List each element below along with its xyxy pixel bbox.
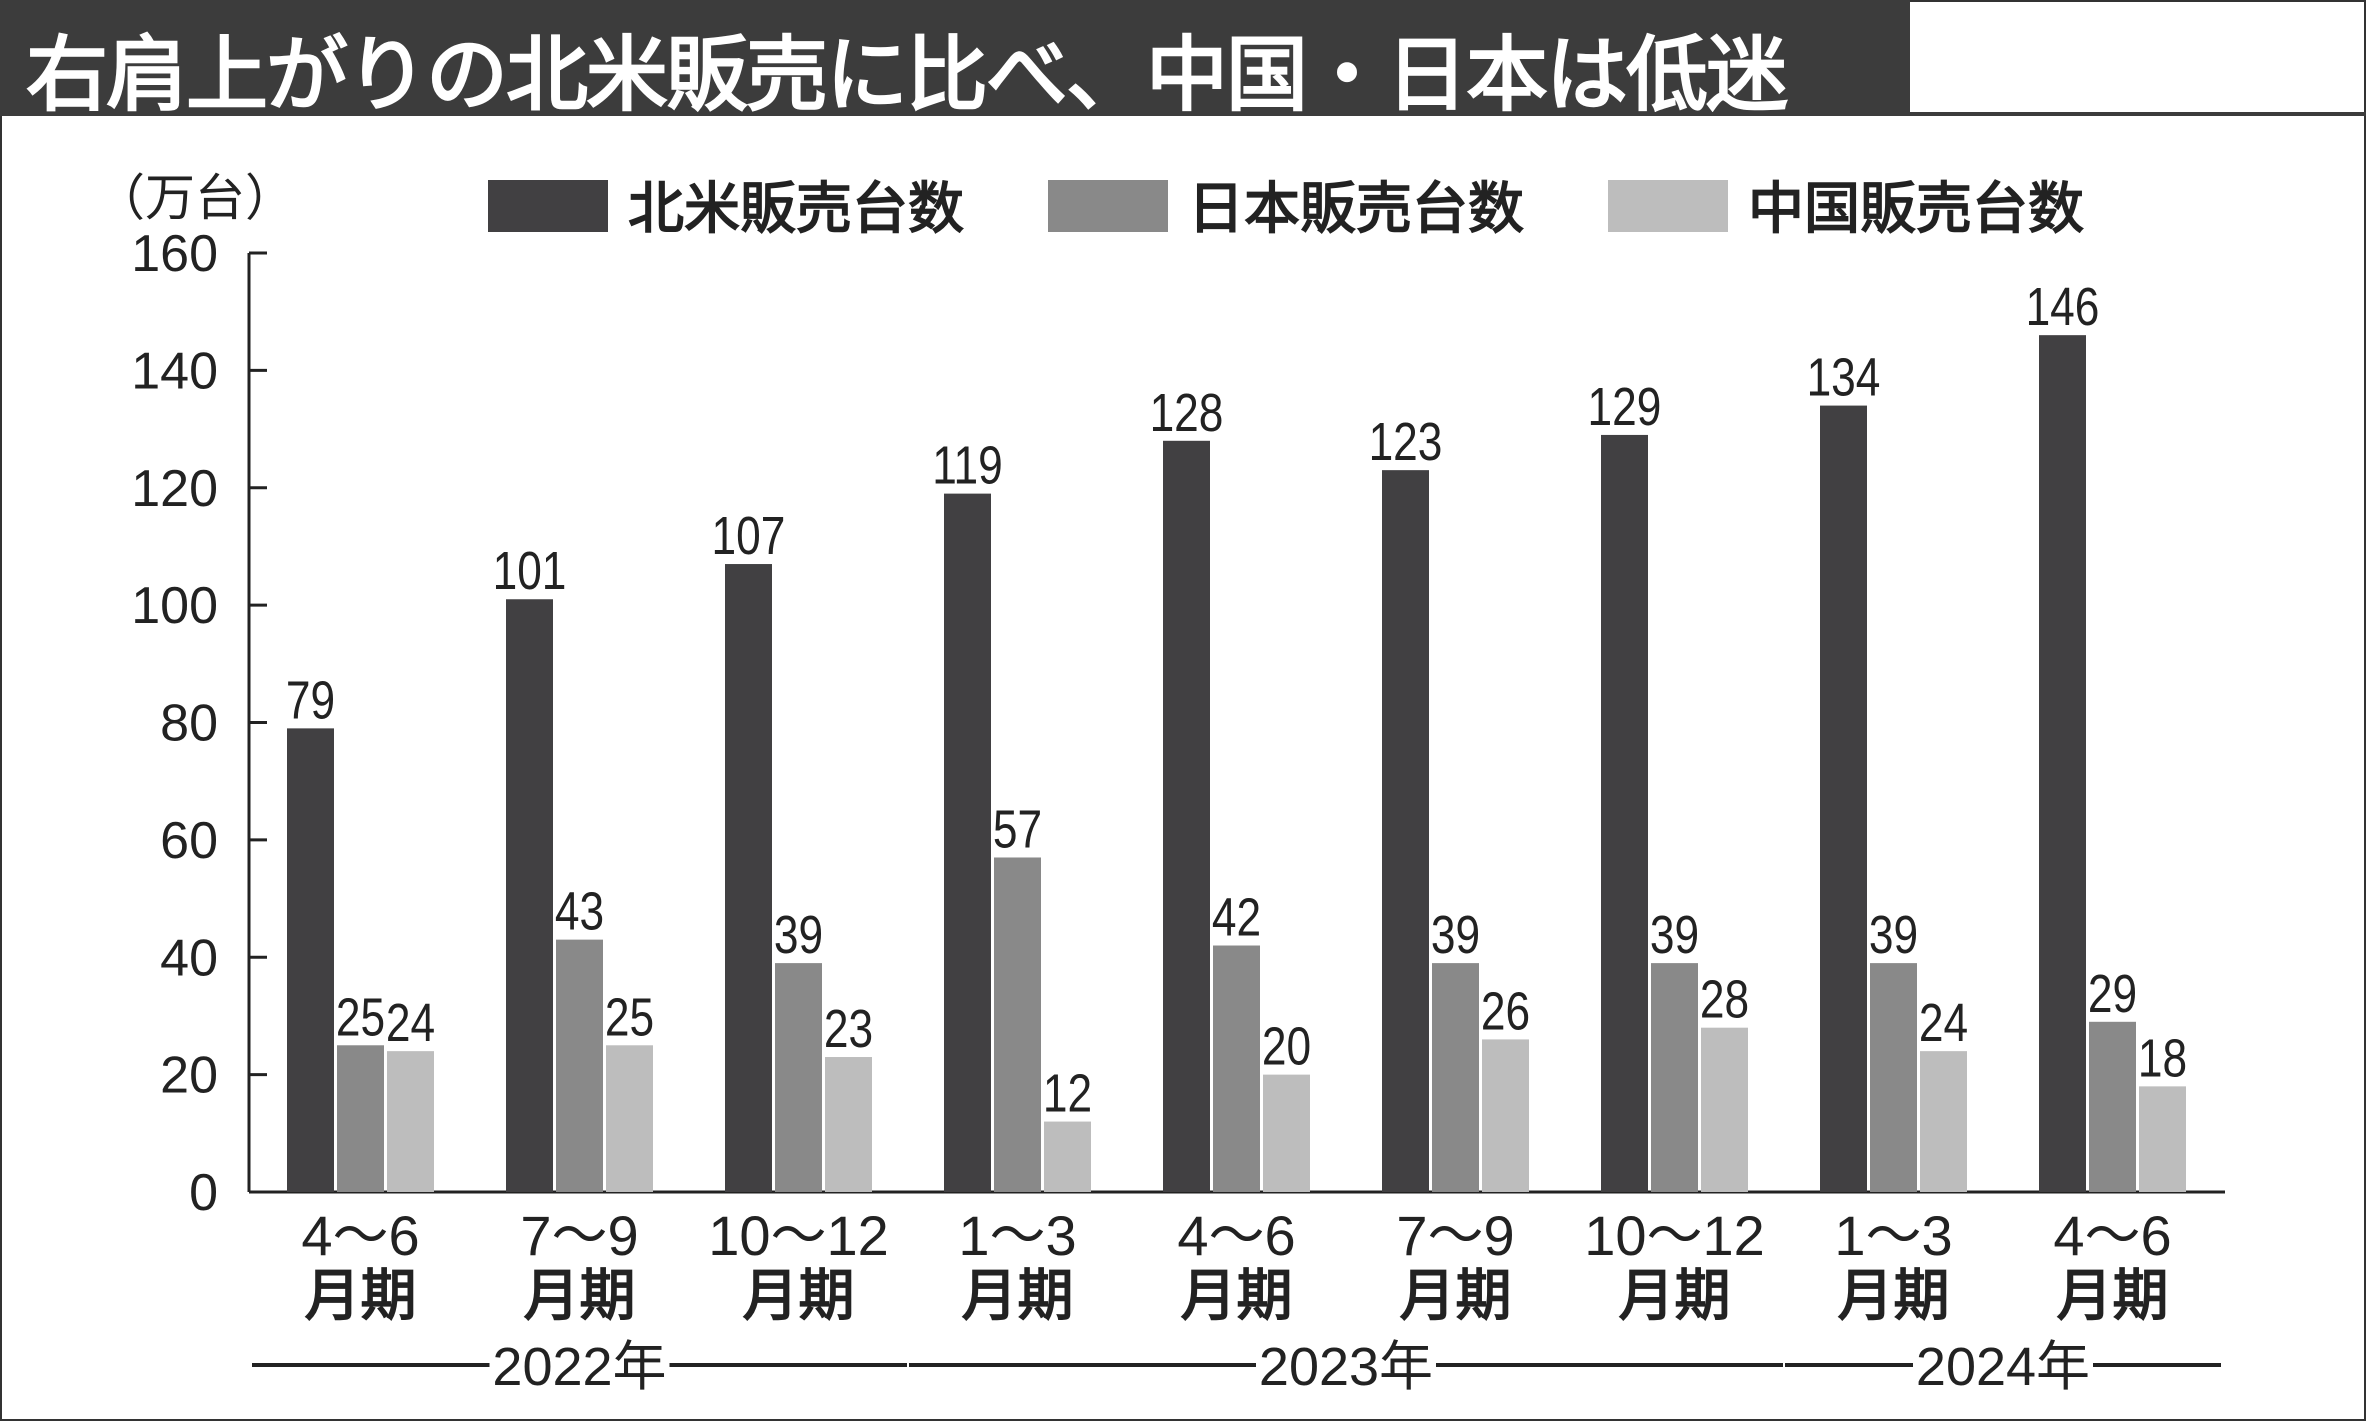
x-tick-label: 7～9 <box>520 1204 638 1267</box>
x-tick-label: 10～12 <box>708 1204 889 1267</box>
legend-label-0: 北米販売台数 <box>628 177 964 240</box>
data-label: 25 <box>605 987 654 1047</box>
x-tick-label-sub: 月期 <box>305 1264 417 1327</box>
legend-swatch-0 <box>488 180 608 232</box>
bar-2-0 <box>387 1051 434 1192</box>
x-tick-label-sub: 月期 <box>2057 1264 2169 1327</box>
bar-2-5 <box>1482 1039 1529 1192</box>
y-tick-label: 80 <box>160 695 218 753</box>
data-label: 57 <box>993 799 1042 859</box>
legend-label-2: 中国販売台数 <box>1748 177 2084 240</box>
x-tick-label: 4～6 <box>301 1204 419 1267</box>
legend-swatch-1 <box>1048 180 1168 232</box>
data-label: 43 <box>555 882 604 942</box>
bar-1-1 <box>556 939 603 1192</box>
title-bar: 右肩上がりの北米販売に比べ、中国・日本は低迷 <box>0 0 1910 123</box>
y-unit-label: （万台） <box>95 170 295 226</box>
year-label: 2023年 <box>1259 1337 1433 1397</box>
x-tick-label-sub: 月期 <box>1838 1264 1950 1327</box>
data-label: 39 <box>1869 905 1918 965</box>
data-label: 39 <box>774 905 823 965</box>
bar-1-6 <box>1651 963 1698 1192</box>
bar-0-2 <box>725 564 772 1192</box>
data-label: 26 <box>1481 981 1530 1041</box>
x-tick-label: 1～3 <box>1834 1204 1952 1267</box>
y-tick-label: 100 <box>131 577 218 635</box>
x-tick-label: 1～3 <box>958 1204 1076 1267</box>
data-label: 107 <box>712 506 786 566</box>
x-tick-label-sub: 月期 <box>1619 1264 1731 1327</box>
bar-0-0 <box>287 728 334 1192</box>
bar-2-2 <box>825 1057 872 1192</box>
title-underline <box>0 112 2366 116</box>
bar-2-6 <box>1701 1027 1748 1192</box>
bar-0-7 <box>1820 405 1867 1192</box>
data-label: 123 <box>1369 412 1443 472</box>
y-tick-label: 140 <box>131 342 218 400</box>
bar-0-1 <box>506 599 553 1192</box>
y-tick-label: 0 <box>189 1164 218 1222</box>
y-tick-label: 40 <box>160 929 218 987</box>
data-label: 128 <box>1150 383 1224 443</box>
bar-2-1 <box>606 1045 653 1192</box>
data-label: 146 <box>2026 277 2100 337</box>
bar-2-8 <box>2139 1086 2186 1192</box>
legend-swatch-2 <box>1608 180 1728 232</box>
bar-1-4 <box>1213 945 1260 1192</box>
x-tick-label-sub: 月期 <box>743 1264 855 1327</box>
chart-title: 右肩上がりの北米販売に比べ、中国・日本は低迷 <box>26 28 1788 123</box>
x-tick-label: 7～9 <box>1396 1204 1514 1267</box>
bar-1-2 <box>775 963 822 1192</box>
data-label: 28 <box>1700 970 1749 1030</box>
data-label: 20 <box>1262 1017 1311 1077</box>
bar-2-7 <box>1920 1051 1967 1192</box>
bar-2-4 <box>1263 1074 1310 1192</box>
bar-1-3 <box>994 857 1041 1192</box>
bar-2-3 <box>1044 1121 1091 1192</box>
data-label: 134 <box>1807 347 1881 407</box>
y-tick-label: 60 <box>160 812 218 870</box>
data-label: 25 <box>336 987 385 1047</box>
bar-0-6 <box>1601 434 1648 1192</box>
x-tick-label-sub: 月期 <box>524 1264 636 1327</box>
bar-0-8 <box>2039 335 2086 1193</box>
data-label: 119 <box>932 436 1003 496</box>
data-label: 79 <box>286 670 335 730</box>
data-label: 101 <box>493 541 567 601</box>
legend-label-1: 日本販売台数 <box>1188 177 1524 240</box>
x-tick-label: 4～6 <box>1177 1204 1295 1267</box>
bar-1-7 <box>1870 963 1917 1192</box>
year-label: 2024年 <box>1916 1337 2090 1397</box>
bar-1-8 <box>2089 1021 2136 1192</box>
data-label: 42 <box>1212 887 1261 947</box>
x-tick-label-sub: 月期 <box>1400 1264 1512 1327</box>
x-tick-label: 10～12 <box>1584 1204 1765 1267</box>
bar-0-3 <box>944 493 991 1192</box>
bar-0-5 <box>1382 470 1429 1192</box>
y-tick-label: 120 <box>131 460 218 518</box>
y-tick-label: 160 <box>131 225 218 283</box>
bar-0-4 <box>1163 440 1210 1192</box>
data-label: 24 <box>386 993 435 1053</box>
data-label: 39 <box>1431 905 1480 965</box>
y-tick-label: 20 <box>160 1047 218 1105</box>
data-label: 29 <box>2088 964 2137 1024</box>
data-label: 23 <box>824 999 873 1059</box>
x-tick-label: 4～6 <box>2053 1204 2171 1267</box>
x-tick-label-sub: 月期 <box>962 1264 1074 1327</box>
bar-1-5 <box>1432 963 1479 1192</box>
bar-1-0 <box>337 1045 384 1192</box>
data-label: 24 <box>1919 993 1968 1053</box>
data-label: 12 <box>1043 1063 1092 1123</box>
data-label: 39 <box>1650 905 1699 965</box>
year-label: 2022年 <box>492 1337 666 1397</box>
data-label: 18 <box>2138 1028 2187 1088</box>
x-tick-label-sub: 月期 <box>1181 1264 1293 1327</box>
data-label: 129 <box>1588 377 1662 437</box>
